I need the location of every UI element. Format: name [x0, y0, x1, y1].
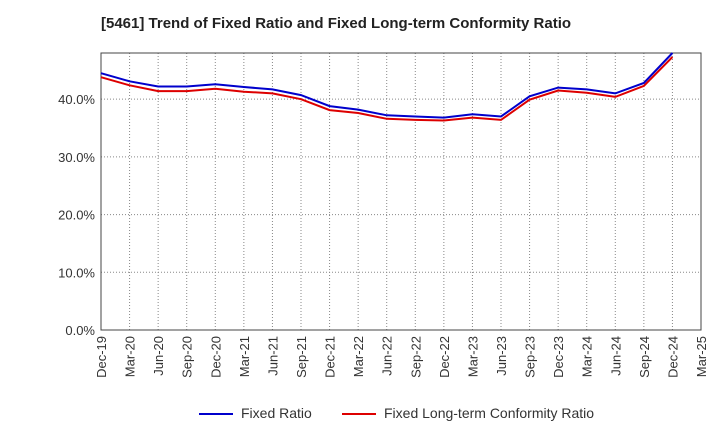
legend-swatch-red [342, 413, 376, 416]
legend-label: Fixed Long-term Conformity Ratio [384, 405, 595, 421]
legend-swatch-blue [199, 413, 233, 416]
chart-title: [5461] Trend of Fixed Ratio and Fixed Lo… [101, 15, 572, 32]
y-tick-label: 20.0% [58, 208, 95, 223]
plot-frame [100, 52, 702, 331]
x-tick-label: Dec-21 [323, 336, 338, 378]
x-tick-label: Dec-20 [208, 336, 223, 378]
y-tick-label: 10.0% [58, 265, 95, 280]
x-tick-label: Dec-22 [437, 336, 452, 378]
axes [100, 52, 702, 331]
x-tick-label: Mar-23 [465, 336, 480, 377]
y-tick-label: 40.0% [58, 92, 95, 107]
series-line-fixed-long-term-conformity-ratio [100, 56, 674, 122]
x-tick-label: Sep-24 [637, 336, 652, 378]
x-tick-label: Sep-23 [523, 336, 538, 378]
vertical-gridlines [129, 53, 702, 330]
x-tick-label: Dec-23 [551, 336, 566, 378]
x-tick-label: Dec-24 [665, 336, 680, 378]
x-tick-label: Jun-23 [494, 336, 509, 376]
x-tick-label: Jun-24 [608, 336, 623, 376]
x-tick-label: Sep-20 [180, 336, 195, 378]
x-tick-label: Jun-21 [265, 336, 280, 376]
y-axis-tick-labels: 0.0% 10.0% 20.0% 30.0% 40.0% [58, 92, 95, 338]
x-tick-label: Mar-20 [123, 336, 138, 377]
legend-item-fixed-ratio: Fixed Ratio [199, 405, 312, 421]
x-tick-label: Jun-22 [380, 336, 395, 376]
y-tick-label: 0.0% [65, 323, 95, 338]
x-tick-label: Sep-22 [408, 336, 423, 378]
x-tick-label: Mar-24 [580, 336, 595, 377]
x-tick-label: Mar-21 [237, 336, 252, 377]
horizontal-gridlines [101, 98, 701, 273]
y-tick-label: 30.0% [58, 150, 95, 165]
legend-label: Fixed Ratio [241, 405, 312, 421]
series-line-fixed-ratio [100, 52, 674, 119]
x-tick-label: Mar-22 [351, 336, 366, 377]
x-tick-label: Mar-25 [694, 336, 709, 377]
series-lines [100, 52, 674, 122]
x-tick-label: Dec-19 [94, 336, 109, 378]
x-tick-label: Sep-21 [294, 336, 309, 378]
x-tick-label: Jun-20 [151, 336, 166, 376]
x-axis-tick-labels: Dec-19 Mar-20 Jun-20 Sep-20 Dec-20 Mar-21 Jun-… [94, 336, 709, 378]
legend-item-fixed-long-term-conformity-ratio: Fixed Long-term Conformity Ratio [342, 405, 594, 421]
